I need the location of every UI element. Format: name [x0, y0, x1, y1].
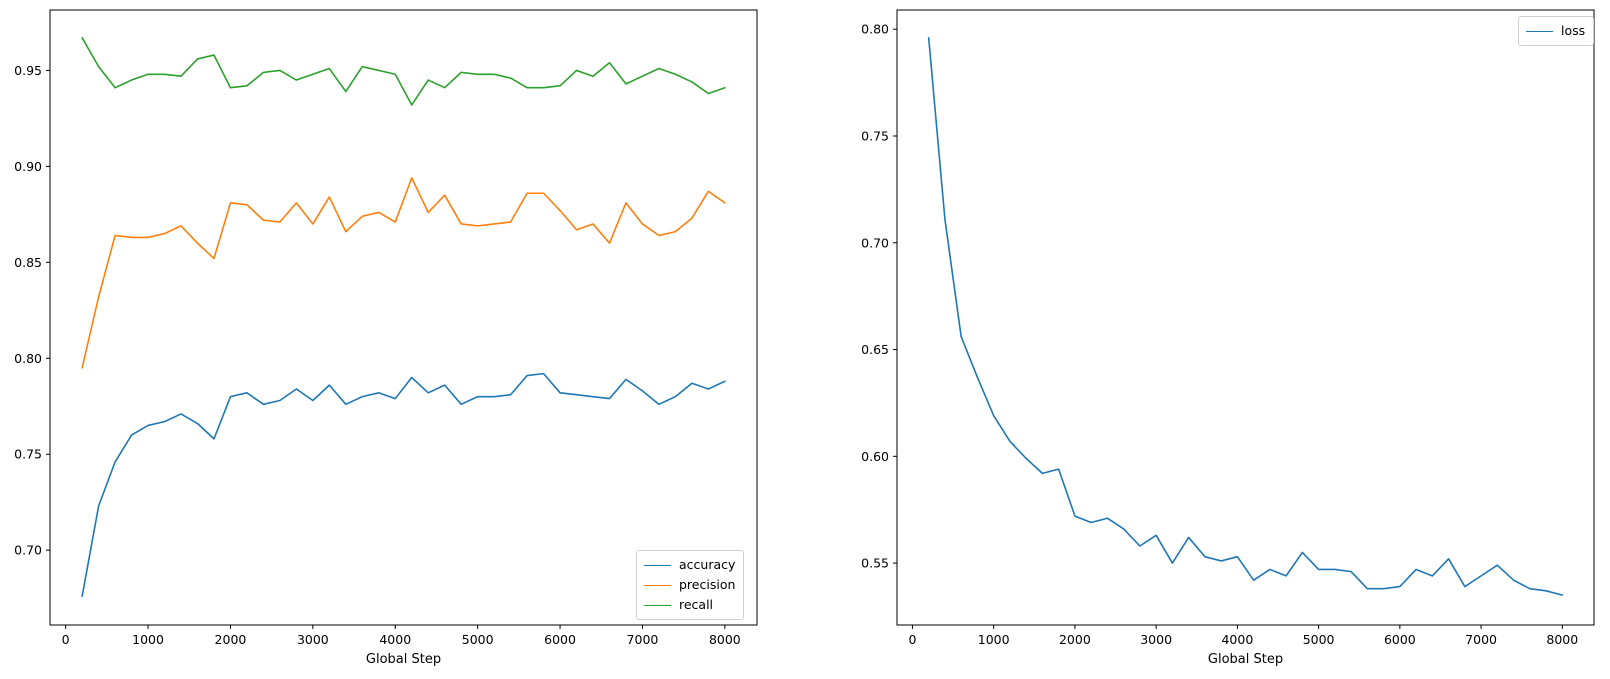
precision-legend-line-icon: [644, 584, 671, 586]
x-tick-label: 2000: [1059, 632, 1091, 647]
legend-entry-recall: recall: [644, 595, 735, 615]
legend-label-accuracy: accuracy: [679, 557, 736, 572]
y-tick-label: 0.80: [861, 22, 889, 37]
x-axis-label: Global Step: [366, 652, 441, 667]
x-tick-label: 7000: [627, 632, 659, 647]
y-tick-label: 0.65: [861, 342, 889, 357]
legend-label-recall: recall: [679, 597, 714, 612]
x-tick-label: 6000: [544, 632, 576, 647]
recall-line: [81, 37, 726, 106]
loss-legend: loss: [1518, 16, 1595, 46]
axes-frame: [49, 9, 758, 626]
legend-entry-loss: loss: [1526, 21, 1585, 41]
axes-frame: [896, 9, 1595, 626]
x-tick-label: 5000: [462, 632, 494, 647]
y-tick-label: 0.70: [861, 235, 889, 250]
y-tick-label: 0.60: [861, 449, 889, 464]
loss-line: [927, 36, 1564, 596]
x-tick-label: 6000: [1384, 632, 1416, 647]
x-tick-label: 8000: [709, 632, 741, 647]
y-tick-label: 0.75: [14, 447, 42, 462]
x-axis-label: Global Step: [1208, 652, 1283, 667]
loss-legend-line-icon: [1526, 30, 1553, 32]
x-tick-label: 8000: [1546, 632, 1578, 647]
x-tick-label: 2000: [215, 632, 247, 647]
recall-legend-line-icon: [644, 604, 671, 606]
x-tick-label: 4000: [379, 632, 411, 647]
precision-line: [81, 177, 726, 369]
x-tick-label: 1000: [978, 632, 1010, 647]
legend-entry-precision: precision: [644, 575, 735, 595]
metrics-legend: accuracy precision recall: [636, 550, 745, 620]
y-tick-label: 0.70: [14, 543, 42, 558]
x-tick-label: 3000: [297, 632, 329, 647]
legend-label-precision: precision: [679, 577, 736, 592]
x-tick-label: 0: [908, 632, 916, 647]
x-tick-label: 5000: [1303, 632, 1335, 647]
x-tick-label: 7000: [1465, 632, 1497, 647]
y-tick-label: 0.90: [14, 159, 42, 174]
y-tick-label: 0.75: [861, 128, 889, 143]
y-tick-label: 0.95: [14, 63, 42, 78]
x-tick-label: 4000: [1221, 632, 1253, 647]
y-tick-label: 0.85: [14, 255, 42, 270]
legend-entry-accuracy: accuracy: [644, 555, 735, 575]
y-tick-label: 0.55: [861, 556, 889, 571]
legend-label-loss: loss: [1561, 23, 1586, 38]
x-tick-label: 3000: [1140, 632, 1172, 647]
accuracy-line: [81, 372, 726, 598]
x-tick-label: 1000: [132, 632, 164, 647]
x-tick-label: 0: [62, 632, 70, 647]
y-tick-label: 0.80: [14, 351, 42, 366]
accuracy-legend-line-icon: [644, 564, 671, 566]
